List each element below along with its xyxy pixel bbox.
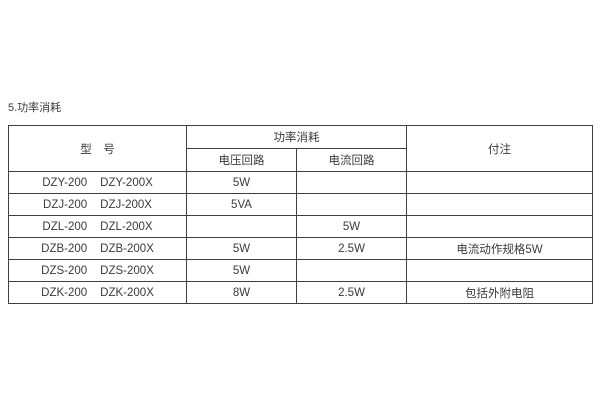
note-value bbox=[406, 193, 593, 216]
note-value bbox=[406, 215, 593, 238]
model-base: DZL-200 bbox=[42, 220, 88, 233]
model-pair: DZL-200 DZL-200X bbox=[10, 220, 186, 233]
table-body: DZY-200 DZY-200X 5W DZJ-200 DZJ-200X 5VA bbox=[8, 171, 593, 304]
model-base: DZS-200 bbox=[41, 264, 88, 277]
model-cell: DZB-200 DZB-200X bbox=[8, 237, 187, 260]
table-row-dzk: DZK-200 DZK-200X 8W 2.5W 包括外附电阻 bbox=[8, 281, 593, 304]
model-pair: DZK-200 DZK-200X bbox=[10, 286, 186, 299]
model-base: DZK-200 bbox=[41, 286, 88, 299]
model-variant: DZL-200X bbox=[100, 220, 153, 233]
voltage-value: 5W bbox=[186, 171, 297, 194]
voltage-value: 5W bbox=[186, 237, 297, 260]
note-value: 电流动作规格5W bbox=[406, 237, 593, 260]
header-note: 付注 bbox=[406, 125, 593, 172]
voltage-value: 5W bbox=[186, 259, 297, 282]
model-base: DZJ-200 bbox=[43, 198, 88, 211]
current-value bbox=[296, 259, 407, 282]
table-header: 型 号 功率消耗 付注 电压回路 电流回路 bbox=[8, 125, 593, 172]
table-row-dzl: DZL-200 DZL-200X 5W bbox=[8, 215, 593, 238]
section-title: 5.功率消耗 bbox=[8, 102, 62, 114]
current-value bbox=[296, 193, 407, 216]
table-row-dzs: DZS-200 DZS-200X 5W bbox=[8, 259, 593, 282]
model-cell: DZS-200 DZS-200X bbox=[8, 259, 187, 282]
note-value: 包括外附电阻 bbox=[406, 281, 593, 304]
model-variant: DZK-200X bbox=[100, 286, 154, 299]
model-cell: DZL-200 DZL-200X bbox=[8, 215, 187, 238]
model-base: DZY-200 bbox=[42, 176, 88, 189]
current-value: 2.5W bbox=[296, 237, 407, 260]
model-variant: DZJ-200X bbox=[100, 198, 152, 211]
table-row-dzy: DZY-200 DZY-200X 5W bbox=[8, 171, 593, 194]
voltage-value: 5VA bbox=[186, 193, 297, 216]
model-pair: DZS-200 DZS-200X bbox=[10, 264, 186, 277]
header-voltage-circuit: 电压回路 bbox=[186, 148, 297, 172]
current-value: 2.5W bbox=[296, 281, 407, 304]
table-row-dzj: DZJ-200 DZJ-200X 5VA bbox=[8, 193, 593, 216]
model-base: DZB-200 bbox=[41, 242, 88, 255]
voltage-value: 8W bbox=[186, 281, 297, 304]
header-row-1: 型 号 功率消耗 付注 bbox=[8, 125, 593, 172]
note-value bbox=[406, 171, 593, 194]
model-variant: DZB-200X bbox=[100, 242, 154, 255]
current-value: 5W bbox=[296, 215, 407, 238]
model-pair: DZJ-200 DZJ-200X bbox=[10, 198, 186, 211]
model-pair: DZB-200 DZB-200X bbox=[10, 242, 186, 255]
model-variant: DZY-200X bbox=[100, 176, 153, 189]
table-row-dzb: DZB-200 DZB-200X 5W 2.5W 电流动作规格5W bbox=[8, 237, 593, 260]
model-cell: DZY-200 DZY-200X bbox=[8, 171, 187, 194]
model-cell: DZK-200 DZK-200X bbox=[8, 281, 187, 304]
model-cell: DZJ-200 DZJ-200X bbox=[8, 193, 187, 216]
header-model: 型 号 bbox=[8, 125, 187, 172]
voltage-value bbox=[186, 215, 297, 238]
note-value bbox=[406, 259, 593, 282]
header-current-circuit: 电流回路 bbox=[296, 148, 407, 172]
current-value bbox=[296, 171, 407, 194]
header-power-group: 功率消耗 bbox=[186, 125, 407, 149]
model-variant: DZS-200X bbox=[100, 264, 154, 277]
model-pair: DZY-200 DZY-200X bbox=[10, 176, 186, 189]
header-row-2: 电压回路 电流回路 bbox=[9, 148, 593, 172]
power-consumption-table: 型 号 功率消耗 付注 电压回路 电流回路 DZY-200 DZY-200X 5… bbox=[8, 125, 593, 304]
